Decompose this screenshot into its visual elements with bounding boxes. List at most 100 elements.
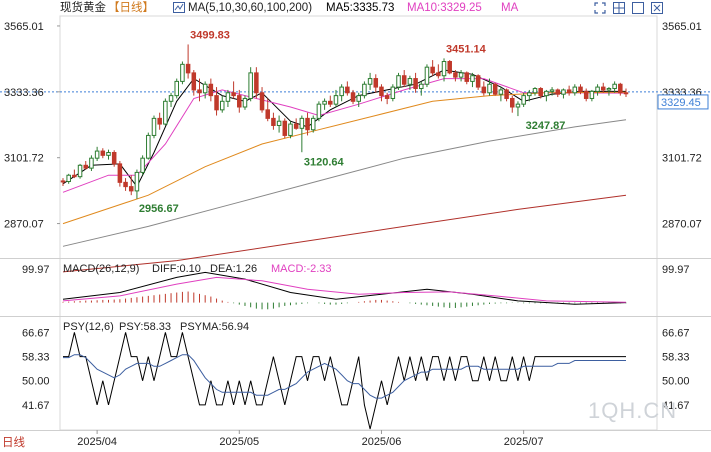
y-tick-right: 2870.07: [662, 219, 702, 231]
candle-body: [453, 72, 458, 78]
instrument-name: 现货黄金: [60, 2, 106, 14]
macd-diff-label: DIFF:0.10: [152, 263, 201, 275]
psy-y-tick-right: 58.33: [662, 352, 690, 364]
candle-body: [373, 78, 379, 88]
psy-y-tick-left: 41.67: [22, 400, 50, 412]
candle-body: [333, 95, 339, 105]
candle-body: [498, 89, 504, 95]
ma-settings-icon[interactable]: [173, 2, 185, 13]
candle-body: [390, 86, 396, 99]
candle-body: [618, 83, 623, 94]
candle-body: [305, 117, 310, 131]
y-tick-left: 3565.01: [4, 21, 44, 33]
candle-body: [544, 90, 549, 97]
y-tick-left: 3101.72: [4, 153, 44, 165]
candle-body: [146, 134, 151, 159]
candle-body: [83, 164, 89, 169]
candle-body: [413, 78, 418, 90]
close-icon[interactable]: [651, 1, 663, 19]
candle-body: [572, 86, 578, 94]
candle-body: [100, 150, 106, 156]
candle-body: [481, 86, 487, 94]
macd-value-label: MACD:-2.33: [271, 263, 332, 275]
candle-body: [350, 92, 356, 102]
candle-body: [180, 63, 185, 82]
period-tag[interactable]: 【日线】: [108, 2, 154, 14]
square-icon[interactable]: [632, 1, 644, 19]
ma-line-ma100: [62, 194, 627, 273]
period-button[interactable]: 日线: [2, 437, 25, 449]
candle-body: [396, 75, 401, 88]
macd-title: MACD(26,12,9): [63, 263, 139, 275]
candle-body: [163, 100, 168, 125]
candle-body: [566, 89, 572, 94]
psy-y-tick-left: 50.00: [22, 376, 50, 388]
candle-body: [248, 72, 253, 99]
annotation-high: 3451.14: [446, 43, 487, 55]
macd-dea-label: DEA:1.26: [210, 263, 257, 275]
ma-more: MA: [501, 2, 519, 14]
psy-title: PSY(12,6): [63, 321, 114, 333]
candle-body: [271, 117, 276, 126]
candle-body: [282, 120, 288, 136]
expand-icon[interactable]: [594, 1, 606, 19]
candle-body: [219, 100, 225, 111]
candle-body: [401, 75, 407, 85]
macd-dea-line: [62, 276, 627, 303]
watermark: 1QH.CN: [588, 398, 678, 423]
candle-body: [191, 72, 197, 91]
candle-body: [89, 157, 94, 169]
psy-y-tick-left: 58.33: [22, 352, 50, 364]
ma-parameters: MA(5,10,30,60,100,200): [188, 2, 313, 14]
candle-body: [328, 100, 333, 105]
candle-body: [407, 78, 413, 85]
candle-body: [555, 89, 561, 95]
candle-body: [128, 186, 134, 192]
candle-body: [487, 83, 492, 94]
candle-body: [117, 163, 123, 183]
candle-body: [310, 117, 316, 131]
candle-body: [265, 109, 270, 119]
candle-body: [589, 90, 595, 99]
x-tick-label: 2025/07: [504, 436, 544, 448]
current-price-label: 3329.45: [661, 97, 701, 109]
candle-body: [441, 60, 447, 77]
ma-line-ma60: [62, 119, 627, 247]
ma-line-ma10: [62, 78, 627, 193]
x-tick-label: 2025/06: [362, 436, 402, 448]
annotation-low: 3247.87: [526, 120, 566, 132]
candle-body: [225, 92, 231, 102]
ma-line-ma30: [62, 91, 627, 225]
candle-body: [293, 123, 299, 129]
annotation-high: 3499.83: [190, 29, 230, 41]
candle-body: [379, 86, 384, 97]
candle-body: [106, 151, 111, 156]
candle-body: [94, 150, 100, 159]
candle-body: [464, 72, 470, 82]
candle-body: [475, 75, 481, 88]
candle-body: [492, 83, 498, 95]
candle-body: [458, 72, 464, 78]
candle-body: [242, 97, 248, 108]
x-tick-label: 2025/04: [77, 436, 117, 448]
psy-y-tick-right: 66.67: [662, 327, 690, 339]
ma10-value: MA10:3329.25: [407, 2, 482, 14]
candle-body: [606, 88, 612, 91]
candle-body: [140, 157, 145, 173]
candle-body: [356, 95, 361, 102]
grid-icon[interactable]: [613, 1, 625, 19]
candle-body: [509, 97, 515, 108]
macd-y-tick-left: 99.97: [22, 264, 50, 276]
chart-frame: [59, 15, 658, 431]
y-tick-left: 2870.07: [4, 219, 44, 231]
candle-body: [532, 88, 538, 94]
candle-body: [60, 180, 66, 183]
candle-body: [77, 164, 83, 178]
psyma-value-label: PSYMA:56.94: [180, 321, 249, 333]
candle-body: [345, 86, 350, 94]
ma5-value: MA5:3335.73: [326, 2, 395, 14]
macd-y-tick-right: 99.97: [662, 264, 690, 276]
candle-body: [504, 89, 509, 99]
candle-body: [66, 174, 71, 183]
candle-body: [339, 86, 344, 97]
